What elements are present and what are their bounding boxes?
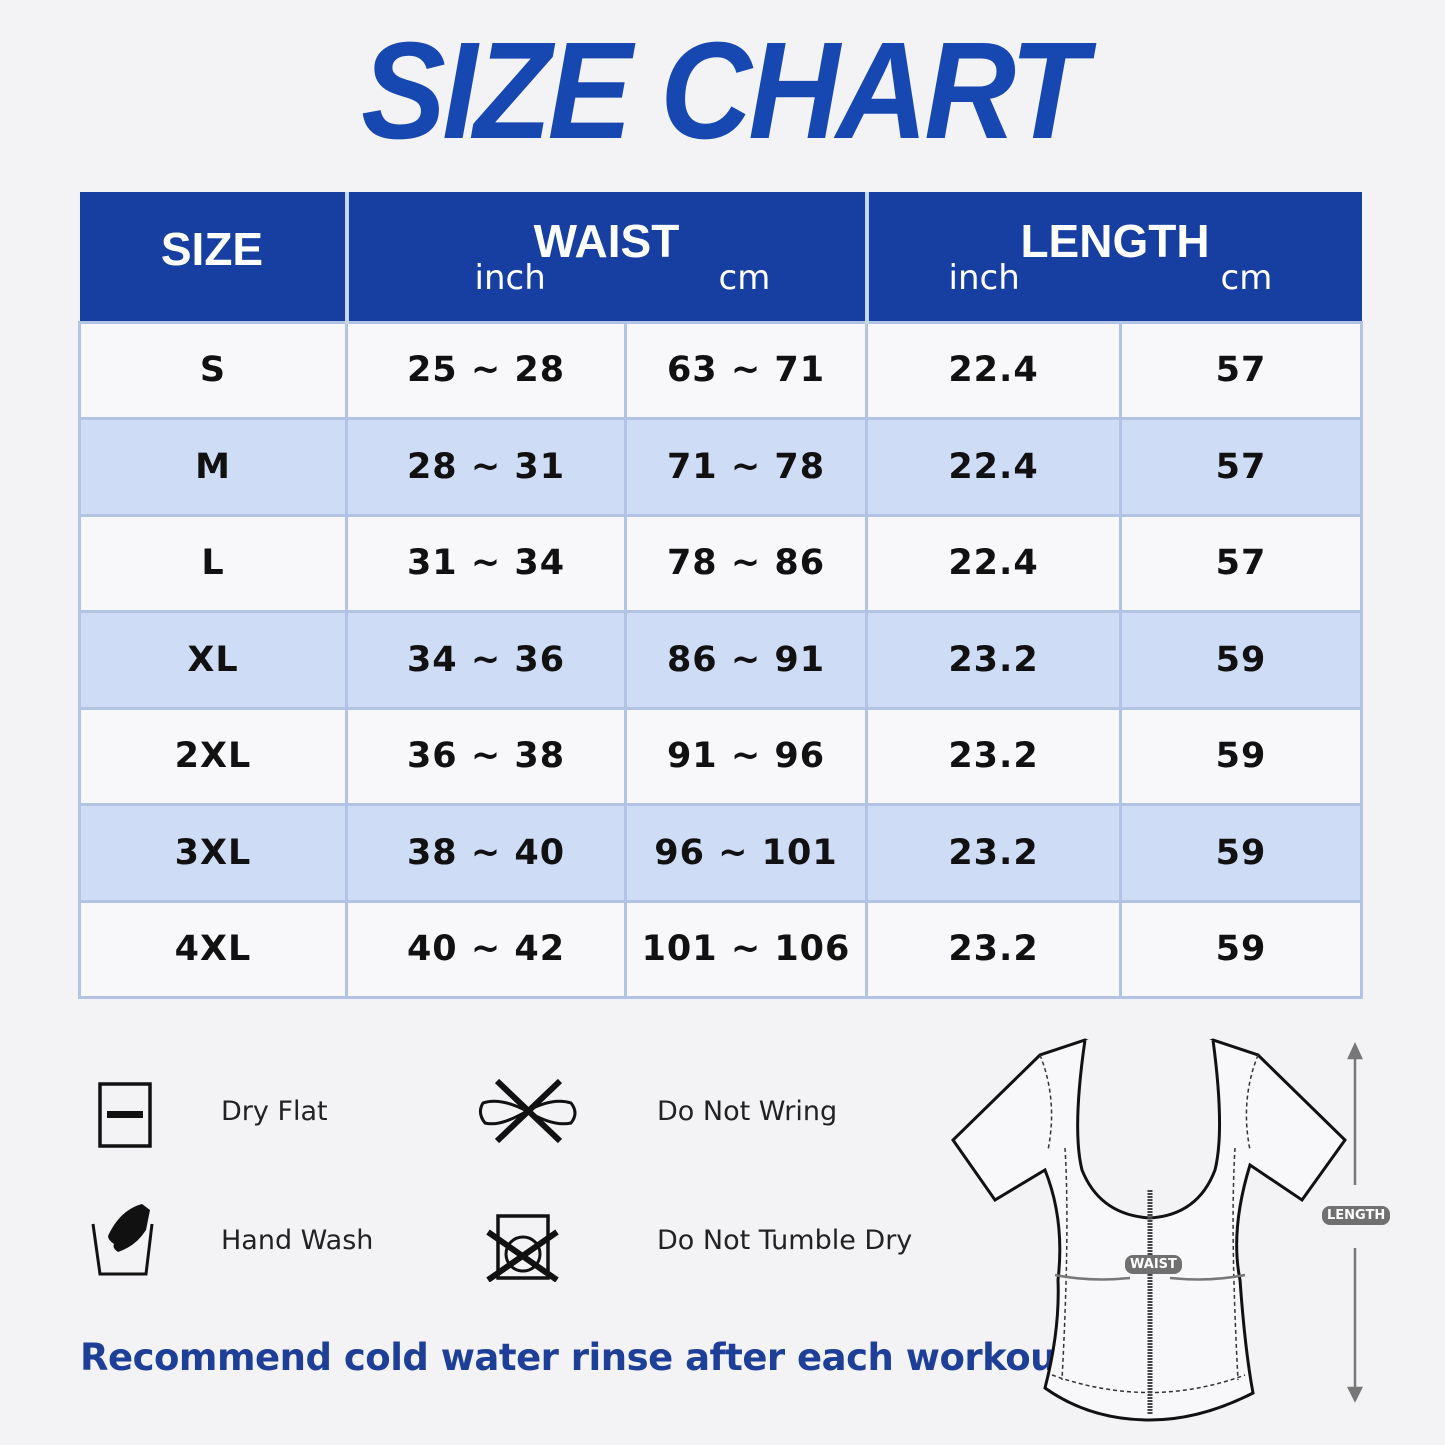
cell-size: 2XL [78, 706, 348, 806]
length-label: LENGTH [1322, 1206, 1391, 1225]
care-label-hand-wash: Hand Wash [221, 1225, 374, 1256]
care-label-dry-flat: Dry Flat [221, 1096, 328, 1127]
table-row: 2XL 36 ~ 38 91 ~ 96 23.2 59 [78, 706, 1363, 806]
cell-waist-in: 36 ~ 38 [345, 706, 627, 806]
table-row: 3XL 38 ~ 40 96 ~ 101 23.2 59 [78, 803, 1363, 903]
cell-waist-cm: 91 ~ 96 [624, 706, 868, 806]
cell-waist-in: 31 ~ 34 [345, 513, 627, 613]
cell-waist-cm: 101 ~ 106 [624, 899, 868, 999]
cell-waist-in: 25 ~ 28 [345, 320, 627, 420]
header-size: SIZE [79, 192, 349, 322]
cell-length-cm: 59 [1119, 610, 1363, 710]
header-waist-cm: cm [718, 258, 771, 298]
cell-waist-cm: 86 ~ 91 [624, 610, 868, 710]
cell-length-cm: 57 [1119, 320, 1363, 420]
cell-waist-in: 38 ~ 40 [345, 803, 627, 903]
cell-length-in: 22.4 [865, 320, 1122, 420]
table-row: L 31 ~ 34 78 ~ 86 22.4 57 [78, 513, 1363, 613]
header-length-label: LENGTH [1020, 215, 1210, 267]
cell-length-cm: 59 [1119, 899, 1363, 999]
header-length: LENGTH inch cm [864, 192, 1362, 322]
table-header: SIZE WAIST inch cm LENGTH inch cm [79, 192, 1362, 322]
cell-waist-cm: 78 ~ 86 [624, 513, 868, 613]
cell-length-cm: 57 [1119, 417, 1363, 517]
cell-length-in: 22.4 [865, 513, 1122, 613]
dry-flat-icon [98, 1082, 152, 1148]
cell-waist-cm: 71 ~ 78 [624, 417, 868, 517]
cell-length-cm: 59 [1119, 803, 1363, 903]
care-label-do-not-wring: Do Not Wring [657, 1096, 838, 1127]
cell-size: L [78, 513, 348, 613]
cell-waist-in: 28 ~ 31 [345, 417, 627, 517]
page-title: SIZE CHART [361, 14, 1087, 168]
cell-size: 4XL [78, 899, 348, 999]
cell-size: 3XL [78, 803, 348, 903]
cell-size: XL [78, 610, 348, 710]
cell-length-in: 23.2 [865, 899, 1122, 999]
header-waist-inch: inch [474, 258, 546, 298]
cell-size: S [78, 320, 348, 420]
do-not-tumble-dry-icon [486, 1214, 559, 1282]
size-table: SIZE WAIST inch cm LENGTH inch cm S 25 ~ … [78, 192, 1363, 999]
table-row: S 25 ~ 28 63 ~ 71 22.4 57 [78, 320, 1363, 420]
table-row: M 28 ~ 31 71 ~ 78 22.4 57 [78, 417, 1363, 517]
header-waist-label: WAIST [533, 215, 680, 267]
care-label-do-not-tumble-dry: Do Not Tumble Dry [657, 1225, 913, 1256]
cell-length-cm: 57 [1119, 513, 1363, 613]
header-length-inch: inch [948, 258, 1020, 298]
care-note: Recommend cold water rinse after each wo… [80, 1336, 1087, 1379]
header-size-label: SIZE [160, 223, 264, 275]
waist-label: WAIST [1125, 1255, 1182, 1274]
header-waist: WAIST inch cm [344, 192, 869, 322]
garment-diagram [951, 1038, 1364, 1422]
cell-waist-in: 40 ~ 42 [345, 899, 627, 999]
cell-length-in: 23.2 [865, 803, 1122, 903]
do-not-wring-icon [478, 1078, 577, 1144]
table-row: 4XL 40 ~ 42 101 ~ 106 23.2 59 [78, 899, 1363, 999]
cell-size: M [78, 417, 348, 517]
cell-length-cm: 59 [1119, 706, 1363, 806]
table-row: XL 34 ~ 36 86 ~ 91 23.2 59 [78, 610, 1363, 710]
hand-wash-icon [91, 1204, 154, 1276]
header-length-cm: cm [1220, 258, 1273, 298]
cell-length-in: 23.2 [865, 706, 1122, 806]
cell-length-in: 23.2 [865, 610, 1122, 710]
cell-waist-cm: 63 ~ 71 [624, 320, 868, 420]
cell-length-in: 22.4 [865, 417, 1122, 517]
cell-waist-in: 34 ~ 36 [345, 610, 627, 710]
cell-waist-cm: 96 ~ 101 [624, 803, 868, 903]
